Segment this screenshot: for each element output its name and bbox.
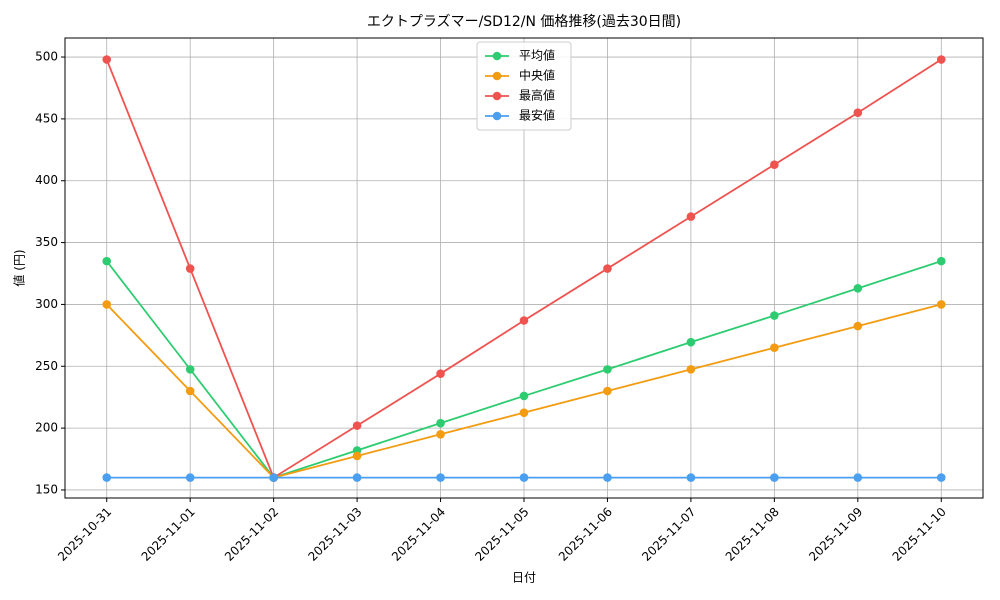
x-axis-label: 日付: [512, 571, 536, 585]
point: [853, 108, 863, 118]
x-tick-label: 2025-11-08: [723, 505, 782, 564]
point: [519, 316, 529, 325]
point: [352, 473, 362, 482]
point: [603, 473, 612, 482]
y-tick-label: 350: [35, 235, 58, 249]
point: [770, 311, 779, 320]
x-tick-label: 2025-11-03: [305, 505, 364, 564]
point: [603, 365, 612, 374]
point: [185, 386, 195, 396]
point: [102, 256, 112, 266]
x-tick-label: 2025-11-09: [806, 505, 865, 564]
chart-title: エクトプラズマー/SD12/N 価格推移(過去30日間): [367, 14, 681, 30]
point: [352, 421, 362, 430]
point: [853, 321, 863, 331]
x-tick-label: 2025-11-06: [556, 505, 615, 564]
point: [936, 55, 946, 64]
x-tick-label: 2025-11-10: [890, 505, 949, 564]
point: [185, 264, 195, 273]
point: [102, 473, 112, 482]
y-tick-label: 400: [35, 173, 58, 187]
point: [686, 337, 696, 347]
legend-label: 平均値: [519, 48, 555, 63]
x-tick-label: 2025-11-02: [222, 505, 281, 564]
y-tick-label: 500: [35, 50, 58, 64]
point: [519, 473, 529, 482]
legend-marker: [492, 91, 502, 101]
legend-marker: [492, 51, 502, 61]
y-axis-label: 値 (円): [12, 249, 27, 286]
x-tick-label: 2025-10-31: [55, 505, 114, 564]
y-tick-label: 250: [35, 359, 58, 373]
point: [686, 212, 696, 221]
legend-marker: [492, 71, 502, 81]
point: [185, 473, 195, 482]
point: [519, 408, 529, 417]
x-tick-label: 2025-11-01: [139, 505, 198, 564]
point: [603, 264, 612, 273]
legend-box: [476, 41, 572, 131]
plot-frame: [64, 37, 984, 499]
y-tick-label: 300: [35, 297, 58, 311]
point: [436, 430, 445, 439]
point: [770, 473, 779, 482]
point: [936, 300, 946, 309]
point: [436, 369, 445, 378]
y-tick-label: 450: [35, 111, 58, 125]
point: [436, 418, 445, 428]
legend-label: 最高値: [519, 88, 555, 103]
x-tick-label: 2025-11-07: [639, 505, 698, 564]
point: [102, 300, 112, 309]
x-tick-label: 2025-11-04: [389, 505, 448, 564]
point: [936, 256, 946, 266]
point: [853, 473, 863, 482]
point: [185, 365, 195, 374]
point: [770, 160, 779, 169]
legend-marker: [492, 111, 502, 121]
point: [436, 473, 445, 482]
point: [770, 343, 779, 353]
point: [686, 473, 696, 482]
y-tick-label: 150: [35, 482, 58, 496]
point: [352, 451, 362, 461]
x-tick-label: 2025-11-05: [472, 505, 531, 564]
point: [269, 473, 278, 482]
point: [853, 284, 863, 293]
legend-label: 最安値: [519, 108, 555, 123]
legend-label: 中央値: [519, 68, 555, 83]
point: [102, 55, 112, 64]
point: [686, 365, 696, 374]
point: [603, 386, 612, 396]
y-tick-label: 200: [35, 421, 58, 435]
point: [519, 391, 529, 401]
point: [936, 473, 946, 482]
